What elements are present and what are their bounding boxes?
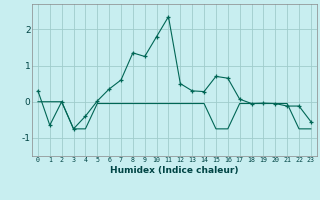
X-axis label: Humidex (Indice chaleur): Humidex (Indice chaleur) xyxy=(110,166,239,175)
